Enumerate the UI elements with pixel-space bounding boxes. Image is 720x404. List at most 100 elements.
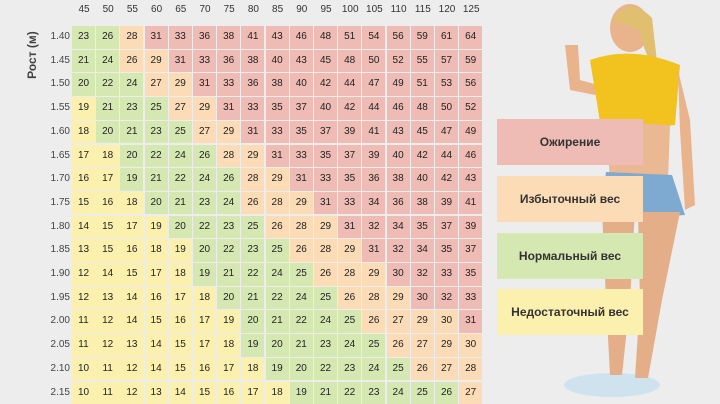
weight-header: 55 (120, 4, 144, 15)
bmi-cell: 15 (72, 192, 95, 215)
bmi-cell: 25 (338, 310, 361, 333)
bmi-cell: 40 (314, 97, 337, 120)
bmi-cell: 29 (435, 334, 458, 357)
height-row-label: 1.95 (42, 292, 70, 303)
bmi-cell: 16 (193, 358, 216, 381)
bmi-cell: 34 (362, 192, 385, 215)
bmi-cell: 16 (145, 287, 168, 310)
bmi-cell: 12 (72, 287, 95, 310)
bmi-cell: 38 (266, 73, 289, 96)
bmi-cell: 20 (145, 192, 168, 215)
bmi-cell: 46 (387, 97, 410, 120)
bmi-cell: 36 (193, 26, 216, 49)
bmi-cell: 33 (314, 168, 337, 191)
bmi-cell: 33 (193, 50, 216, 73)
weight-header: 75 (217, 4, 241, 15)
weight-header: 105 (362, 4, 386, 15)
bmi-cell: 32 (387, 239, 410, 262)
bmi-cell: 31 (241, 121, 264, 144)
bmi-cell: 16 (169, 310, 192, 333)
bmi-cell: 21 (290, 334, 313, 357)
bmi-cell: 17 (241, 382, 264, 404)
bmi-cell: 31 (217, 97, 240, 120)
bmi-cell: 29 (169, 73, 192, 96)
bmi-cell: 40 (387, 145, 410, 168)
bmi-cell: 28 (338, 263, 361, 286)
weight-header: 85 (266, 4, 290, 15)
bmi-cell: 35 (266, 97, 289, 120)
bmi-cell: 35 (435, 239, 458, 262)
bmi-cell: 52 (459, 97, 482, 120)
bmi-cell: 31 (290, 168, 313, 191)
bmi-cell: 21 (96, 97, 119, 120)
bmi-cell: 28 (362, 287, 385, 310)
bmi-cell: 42 (435, 168, 458, 191)
bmi-cell: 15 (96, 216, 119, 239)
bmi-cell: 21 (266, 310, 289, 333)
bmi-cell: 27 (435, 358, 458, 381)
bmi-cell: 21 (314, 382, 337, 404)
bmi-cell: 32 (411, 263, 434, 286)
bmi-cell: 24 (217, 192, 240, 215)
bmi-cell: 29 (362, 263, 385, 286)
height-row-label: 1.65 (42, 150, 70, 161)
bmi-cell: 16 (217, 382, 240, 404)
bmi-cell: 23 (217, 216, 240, 239)
bmi-cell: 44 (362, 97, 385, 120)
bmi-cell: 29 (290, 192, 313, 215)
bmi-cell: 47 (362, 73, 385, 96)
bmi-cell: 24 (338, 334, 361, 357)
bmi-cell: 31 (266, 145, 289, 168)
height-row-label: 1.45 (42, 55, 70, 66)
bmi-cell: 46 (290, 26, 313, 49)
weight-header: 65 (169, 4, 193, 15)
bmi-cell: 26 (435, 382, 458, 404)
bmi-cell: 18 (266, 382, 289, 404)
bmi-cell: 40 (266, 50, 289, 73)
bmi-cell: 34 (411, 239, 434, 262)
bmi-cell: 37 (435, 216, 458, 239)
bmi-cell: 17 (193, 334, 216, 357)
bmi-cell: 21 (72, 50, 95, 73)
bmi-cell: 16 (120, 239, 143, 262)
bmi-cell: 17 (217, 358, 240, 381)
bmi-cell: 35 (459, 263, 482, 286)
bmi-cell: 10 (72, 382, 95, 404)
bmi-cell: 14 (96, 263, 119, 286)
bmi-cell: 24 (290, 287, 313, 310)
bmi-cell: 27 (411, 334, 434, 357)
bmi-cell: 22 (217, 239, 240, 262)
bmi-cell: 26 (120, 50, 143, 73)
bmi-cell: 50 (435, 97, 458, 120)
bmi-cell: 56 (387, 26, 410, 49)
bmi-cell: 11 (72, 334, 95, 357)
bmi-cell: 51 (338, 26, 361, 49)
bmi-cell: 18 (72, 121, 95, 144)
bmi-cell: 55 (411, 50, 434, 73)
weight-header: 95 (314, 4, 338, 15)
bmi-cell: 22 (338, 382, 361, 404)
height-row-label: 1.80 (42, 221, 70, 232)
bmi-cell: 15 (96, 239, 119, 262)
bmi-cell: 38 (241, 50, 264, 73)
bmi-cell: 29 (338, 239, 361, 262)
height-row-label: 1.70 (42, 173, 70, 184)
bmi-cell: 15 (120, 263, 143, 286)
bmi-cell: 14 (145, 358, 168, 381)
bmi-cell: 36 (387, 192, 410, 215)
bmi-cell: 25 (266, 239, 289, 262)
bmi-cell: 28 (241, 168, 264, 191)
bmi-cell: 59 (459, 50, 482, 73)
bmi-cell: 18 (96, 145, 119, 168)
bmi-cell: 27 (145, 73, 168, 96)
bmi-cell: 24 (120, 73, 143, 96)
bmi-cell: 20 (72, 73, 95, 96)
bmi-cell: 12 (120, 382, 143, 404)
bmi-cell: 21 (145, 168, 168, 191)
bmi-cell: 52 (387, 50, 410, 73)
bmi-cell: 21 (217, 263, 240, 286)
weight-header: 90 (290, 4, 314, 15)
bmi-cell: 30 (411, 287, 434, 310)
bmi-cell: 42 (411, 145, 434, 168)
bmi-cell: 50 (362, 50, 385, 73)
